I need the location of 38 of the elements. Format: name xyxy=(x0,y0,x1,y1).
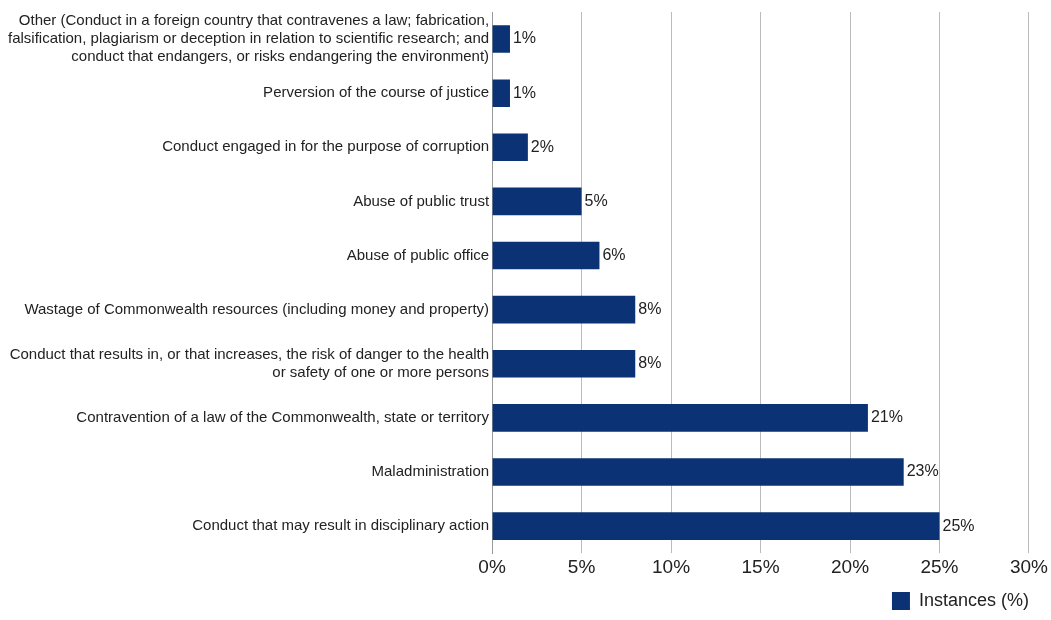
bar xyxy=(492,241,600,270)
y-tick-label: Conduct that results in, or that increases, the risk of danger to the health or safety of one or more persons xyxy=(9,344,490,380)
y-tick-label: Abuse of public office xyxy=(346,245,490,263)
bar xyxy=(492,25,510,53)
bar xyxy=(492,79,510,107)
data-label: 8% xyxy=(638,300,662,318)
data-label: 8% xyxy=(638,354,662,372)
x-tick-label: 10% xyxy=(652,555,691,577)
y-tick-label: Conduct that may result in disciplinary action xyxy=(192,516,490,534)
y-tick-label: Other (Conduct in a foreign country that contravenes a law; fabrication, falsification, plagiarism or deception in relation to scientific research; and conduct that endangers, or risks endangering the environment) xyxy=(8,11,490,65)
x-tick-label: 5% xyxy=(567,555,596,577)
x-tick-label: 20% xyxy=(831,555,870,577)
x-tick-label: 30% xyxy=(1009,555,1049,577)
legend-label: Instances (%) xyxy=(918,589,1030,610)
y-tick-label: Contravention of a law of the Commonwealth, state or territory xyxy=(76,408,490,426)
data-label: 2% xyxy=(530,137,554,155)
bar xyxy=(492,404,868,432)
data-label: 25% xyxy=(942,516,975,534)
data-label: 6% xyxy=(602,245,626,263)
data-label: 21% xyxy=(870,408,903,426)
bar xyxy=(492,349,636,378)
bar xyxy=(492,133,528,162)
x-tick-label: 15% xyxy=(741,555,780,577)
y-tick-label: Wastage of Commonwealth resources (including money and property) xyxy=(24,299,490,317)
data-label: 1% xyxy=(512,29,537,47)
bar xyxy=(492,295,636,324)
y-tick-label: Maladministration xyxy=(371,462,490,480)
x-tick-label: 0% xyxy=(478,555,506,577)
data-label: 1% xyxy=(512,83,537,101)
data-label: 23% xyxy=(906,462,939,480)
bar xyxy=(492,187,582,216)
y-tick-label: Perversion of the course of justice xyxy=(263,83,490,101)
bar xyxy=(492,512,940,540)
y-tick-label: Abuse of public trust xyxy=(353,191,490,209)
data-label: 5% xyxy=(584,191,608,209)
x-tick-label: 25% xyxy=(920,555,959,577)
y-tick-label: Conduct engaged in for the purpose of corruption xyxy=(162,137,490,155)
bar xyxy=(492,458,904,486)
